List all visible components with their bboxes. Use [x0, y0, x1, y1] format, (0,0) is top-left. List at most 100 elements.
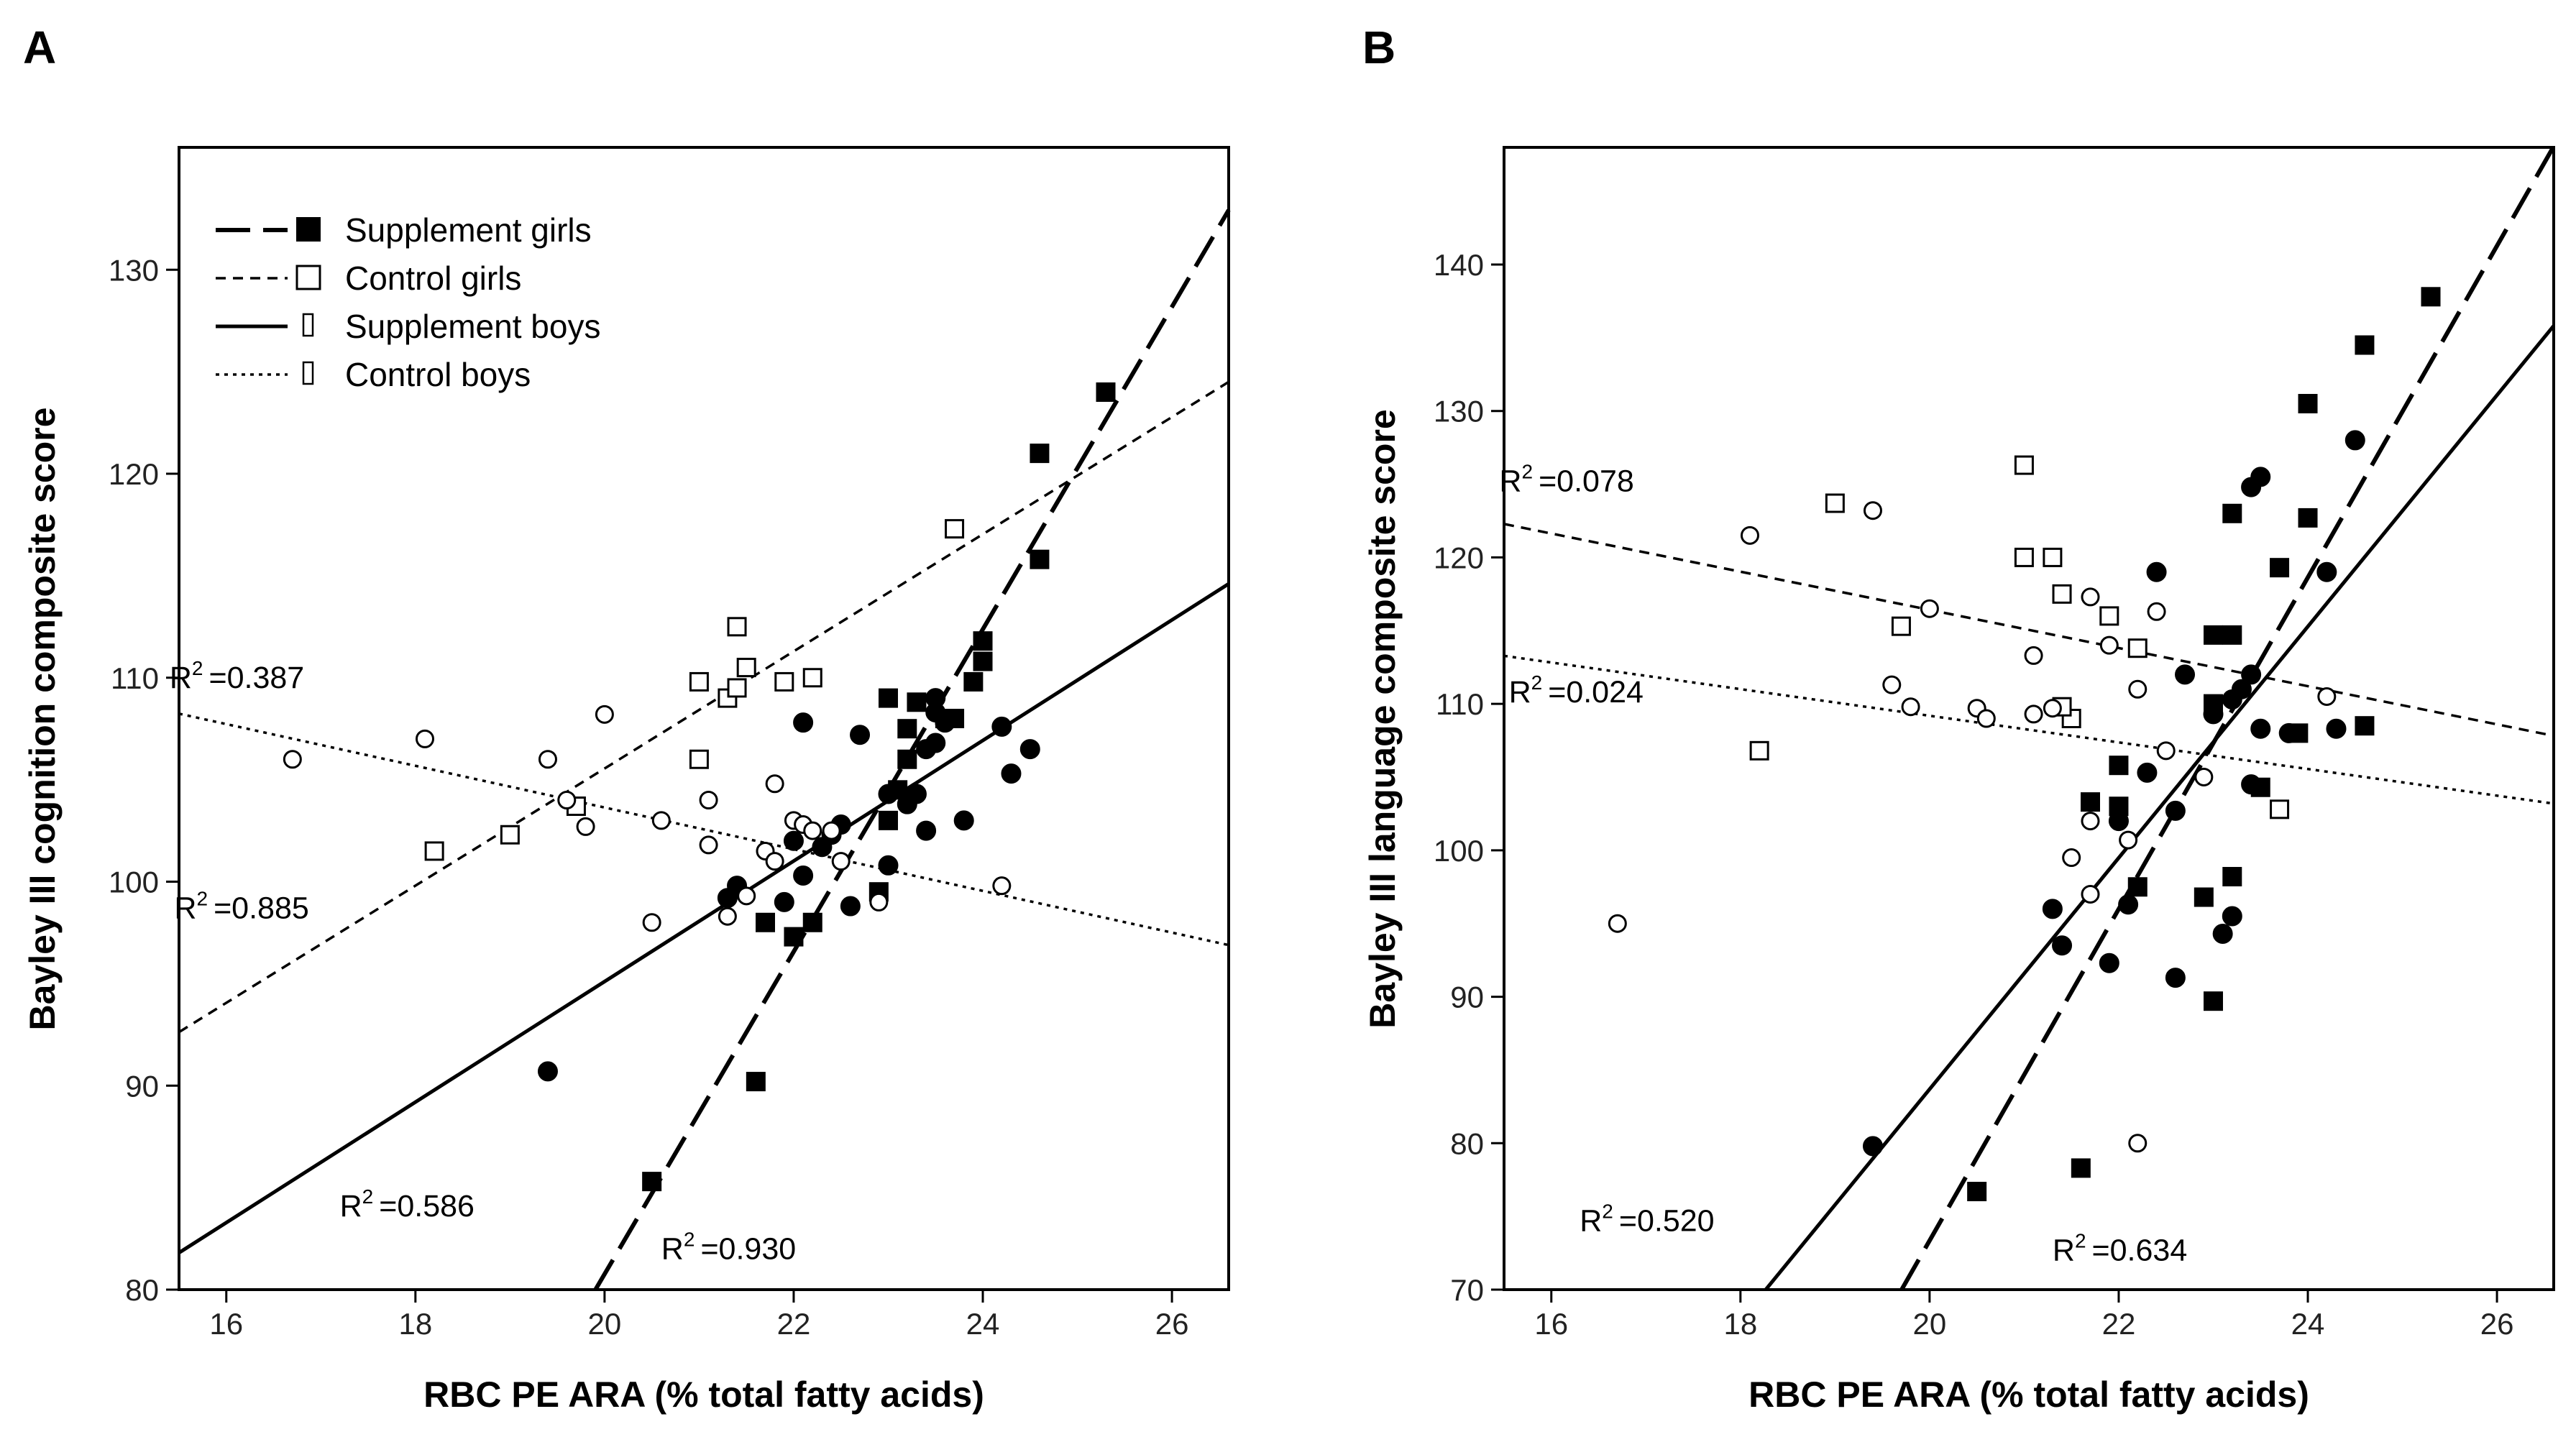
point-filled-circle — [2241, 664, 2262, 685]
x-tick-label: 20 — [1913, 1307, 1947, 1341]
plot-frame-a — [178, 146, 1230, 1291]
r2-label: R2 =0.885 — [174, 888, 308, 926]
point-filled-square — [755, 912, 775, 932]
point-filled-circle — [2212, 923, 2233, 944]
legend: Supplement girls Control girls Supplement … — [216, 211, 600, 393]
point-open-circle — [1608, 914, 1627, 933]
point-filled-square — [2194, 887, 2214, 907]
point-open-circle — [538, 750, 557, 769]
x-tick-label: 20 — [588, 1307, 622, 1341]
point-open-circle — [642, 913, 661, 932]
y-tick-label: 100 — [109, 866, 159, 899]
x-tick-label: 24 — [966, 1307, 1000, 1341]
point-filled-circle — [878, 784, 899, 804]
r2-label: R2 =0.520 — [1580, 1200, 1714, 1239]
point-open-circle — [1901, 697, 1920, 717]
point-filled-circle — [2118, 894, 2139, 915]
point-open-circle — [718, 906, 737, 926]
point-open-square — [500, 825, 520, 845]
legend-label: Control girls — [345, 260, 521, 297]
y-axis-title-a: Bayley III cognition composite score — [22, 408, 63, 1031]
point-open-circle — [803, 821, 822, 840]
point-open-circle — [1920, 599, 1939, 618]
point-open-circle — [2062, 848, 2081, 868]
point-filled-square — [1967, 1182, 1987, 1202]
point-filled-circle — [2231, 679, 2252, 699]
panel-label-b: B — [1362, 22, 1395, 73]
point-filled-circle — [2250, 467, 2271, 487]
point-open-circle — [765, 852, 784, 871]
point-open-circle — [699, 835, 718, 855]
point-filled-circle — [2042, 899, 2063, 919]
legend-marker — [295, 265, 321, 290]
fit-line-open-square — [178, 380, 1229, 1034]
fit-line-open-circle — [178, 712, 1229, 947]
point-open-circle — [415, 729, 434, 748]
y-tick-label: 80 — [1450, 1126, 1484, 1160]
point-open-square — [2127, 638, 2148, 658]
point-open-square — [1825, 493, 1845, 513]
y-tick-label: 100 — [1434, 834, 1484, 868]
point-open-circle — [2081, 587, 2100, 607]
r2-label: R2 =0.024 — [1509, 671, 1644, 710]
point-open-circle — [699, 791, 718, 809]
point-filled-square — [2203, 625, 2223, 645]
point-open-circle — [2317, 687, 2337, 706]
fit-line-open-square — [1503, 523, 2554, 738]
legend-label: Control boys — [345, 356, 531, 393]
point-filled-circle — [793, 865, 814, 886]
fit-line-filled-circle — [1764, 324, 2555, 1291]
point-filled-square — [878, 810, 898, 830]
point-filled-circle — [2344, 430, 2365, 451]
point-open-circle — [283, 750, 302, 769]
x-tick-label: 18 — [1723, 1307, 1757, 1341]
point-filled-square — [1030, 549, 1050, 569]
y-axis-title-b: Bayley III language composite score — [1362, 409, 1403, 1028]
data-points-a — [283, 382, 1116, 1192]
r2-label: R2 =0.078 — [1499, 461, 1633, 499]
y-tick-label: 90 — [125, 1069, 159, 1103]
point-open-square — [2014, 455, 2034, 475]
chart-panel-b: B 16 18 20 22 24 26 70 80 90 100 110 120 130 140 R2 =0… — [1362, 22, 2555, 1415]
fit-line-filled-circle — [178, 582, 1230, 1254]
point-open-square — [727, 678, 747, 698]
x-tick-label: 18 — [398, 1307, 432, 1341]
point-filled-circle — [916, 820, 937, 841]
point-filled-square — [973, 631, 993, 651]
y-tick-label: 110 — [1436, 687, 1484, 721]
point-filled-circle — [2108, 811, 2129, 832]
point-open-square — [2099, 606, 2119, 626]
point-filled-circle — [906, 784, 927, 804]
x-tick-label: 16 — [1534, 1307, 1568, 1341]
point-filled-square — [2298, 394, 2318, 414]
point-filled-square — [2071, 1158, 2091, 1178]
x-tick-label: 24 — [2291, 1307, 2325, 1341]
point-filled-square — [2222, 503, 2242, 523]
point-open-square — [2052, 584, 2072, 604]
point-filled-square — [2298, 508, 2318, 528]
point-filled-circle — [2165, 800, 2186, 821]
point-filled-square — [878, 688, 898, 708]
point-filled-square — [2355, 716, 2375, 736]
axis-ticks-a: 16 18 20 22 24 26 80 90 100 110 120 130 — [109, 253, 1189, 1341]
point-open-square — [1891, 616, 1911, 636]
point-filled-circle — [2326, 718, 2347, 739]
fit-line-open-circle — [1503, 654, 2554, 805]
point-filled-circle — [1019, 739, 1040, 760]
x-tick-label: 26 — [2480, 1307, 2514, 1341]
point-filled-square — [2080, 792, 2100, 812]
x-tick-label: 22 — [777, 1307, 811, 1341]
point-open-circle — [2043, 699, 2062, 718]
point-filled-circle — [850, 725, 871, 745]
x-axis-title-a: RBC PE ARA (% total fatty acids) — [423, 1374, 984, 1415]
point-open-square — [774, 671, 794, 692]
point-open-square — [2270, 799, 2290, 819]
point-open-circle — [2119, 830, 2138, 850]
y-tick-label: 90 — [1450, 981, 1484, 1014]
point-filled-square — [1096, 382, 1116, 402]
point-open-square — [566, 796, 586, 817]
x-tick-label: 22 — [2102, 1307, 2136, 1341]
point-filled-circle — [537, 1061, 558, 1082]
